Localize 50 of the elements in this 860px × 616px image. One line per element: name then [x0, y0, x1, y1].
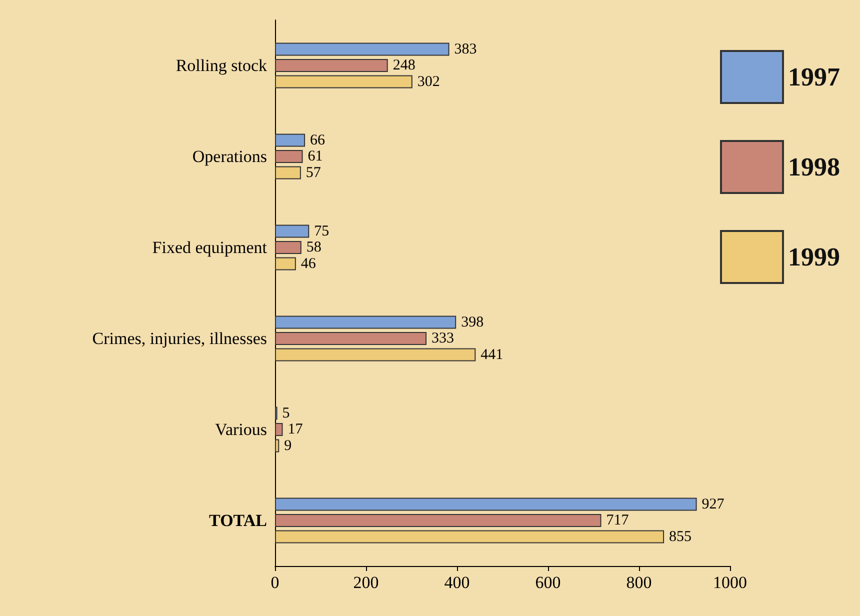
y-tick-label: Operations — [192, 147, 267, 166]
x-tick-label: 800 — [626, 573, 652, 592]
data-label: 302 — [417, 74, 440, 90]
data-label: 927 — [702, 496, 725, 512]
bar — [275, 316, 456, 329]
x-tick-label: 200 — [353, 573, 379, 592]
data-label: 66 — [310, 132, 326, 148]
data-label: 717 — [606, 512, 630, 528]
bar — [275, 134, 306, 147]
data-label: 441 — [480, 346, 504, 363]
x-tick-label: 600 — [535, 573, 561, 592]
legend-label: 1997 — [788, 62, 840, 92]
x-tick-label: 400 — [444, 573, 470, 592]
x-tick-label: 0 — [270, 573, 280, 592]
bar — [275, 42, 450, 56]
data-label: 398 — [461, 314, 484, 330]
y-tick-label: Various — [215, 420, 267, 439]
data-label: 58 — [306, 240, 322, 256]
bar — [275, 498, 697, 511]
data-label: 57 — [306, 164, 322, 181]
data-label: 5 — [282, 405, 290, 422]
y-tick-label: Rolling stock — [176, 56, 268, 75]
legend-label: 1998 — [788, 152, 840, 182]
bar — [275, 423, 283, 436]
bar — [275, 75, 412, 88]
data-label: 61 — [308, 148, 323, 164]
bar — [275, 257, 296, 270]
data-label: 855 — [669, 528, 692, 545]
bar — [275, 439, 280, 452]
data-label: 383 — [454, 41, 477, 58]
data-label: 17 — [288, 422, 304, 438]
y-tick-label: Crimes, injuries, illnesses — [92, 329, 267, 348]
legend-label: 1999 — [788, 242, 840, 272]
data-label: 333 — [432, 330, 454, 346]
data-label: 46 — [300, 256, 316, 272]
bar — [275, 224, 310, 238]
bar — [275, 348, 476, 362]
bar — [275, 59, 388, 72]
bar — [275, 332, 427, 345]
bar — [275, 166, 301, 180]
y-tick-label: Fixed equipment — [152, 238, 268, 257]
y-tick-label: TOTAL — [209, 511, 267, 530]
bar — [275, 150, 303, 163]
data-label: 9 — [284, 438, 292, 454]
data-label: 75 — [314, 223, 330, 240]
bar — [275, 514, 602, 527]
data-label: 248 — [392, 58, 416, 74]
x-tick-label: 1000 — [713, 573, 747, 592]
bar — [275, 241, 302, 254]
bar — [275, 530, 664, 544]
